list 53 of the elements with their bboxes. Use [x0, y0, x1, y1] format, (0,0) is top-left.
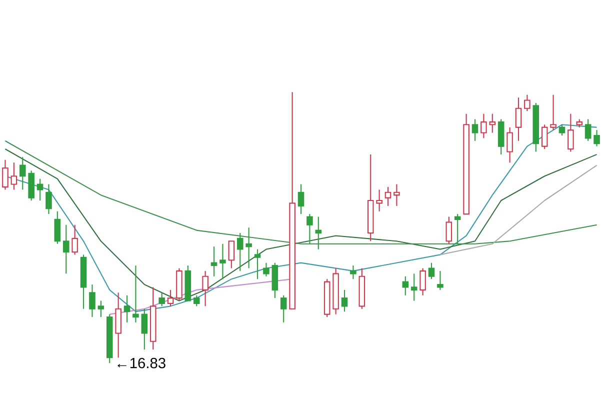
candlestick — [568, 113, 574, 152]
candlestick — [428, 262, 435, 280]
candlestick — [584, 118, 592, 142]
candlestick — [558, 124, 566, 136]
candlestick — [89, 284, 96, 318]
candlestick — [315, 216, 322, 250]
candlestick — [550, 94, 556, 131]
candlestick — [210, 246, 218, 277]
candlestick — [54, 210, 61, 244]
candlestick — [298, 184, 304, 215]
candlestick — [124, 294, 130, 323]
candlestick — [141, 308, 148, 350]
candlestick — [193, 294, 200, 307]
candlestick — [246, 227, 252, 269]
candlestick — [132, 264, 139, 323]
candlestick — [376, 189, 382, 212]
candlestick — [341, 289, 348, 312]
candlestick — [263, 262, 270, 277]
candlestick — [437, 270, 444, 290]
candlestick — [472, 118, 478, 142]
candlestick — [384, 186, 392, 206]
candlestick — [594, 130, 600, 147]
candlestick — [515, 97, 522, 142]
candlestick — [46, 184, 52, 215]
candlestick — [541, 124, 548, 150]
candlestick — [524, 94, 530, 112]
candlestick — [280, 294, 287, 323]
candlestick — [72, 224, 78, 256]
candlestick — [454, 214, 461, 244]
candlestick — [350, 264, 356, 280]
candlestick — [98, 300, 104, 318]
annotation: ←16.83 — [118, 358, 166, 368]
candlestick — [420, 268, 426, 296]
candlestick — [236, 232, 244, 272]
candlestick — [220, 243, 226, 280]
candlestick — [62, 224, 70, 274]
candlestick — [202, 270, 208, 307]
candlestick — [2, 159, 8, 190]
candlestick — [489, 113, 496, 134]
candlestick — [446, 216, 452, 244]
candlestick — [394, 184, 400, 206]
candlestick — [19, 156, 26, 190]
candlestick — [36, 178, 44, 202]
candlestick — [480, 113, 487, 139]
candlestick — [306, 214, 313, 244]
candlestick — [10, 162, 18, 190]
candlestick — [158, 292, 165, 307]
candlestick — [402, 276, 409, 296]
candlestick — [254, 248, 261, 280]
candlestick — [410, 273, 418, 302]
candlestick — [506, 126, 513, 164]
candlestick — [228, 240, 235, 269]
candlestick — [167, 289, 174, 307]
